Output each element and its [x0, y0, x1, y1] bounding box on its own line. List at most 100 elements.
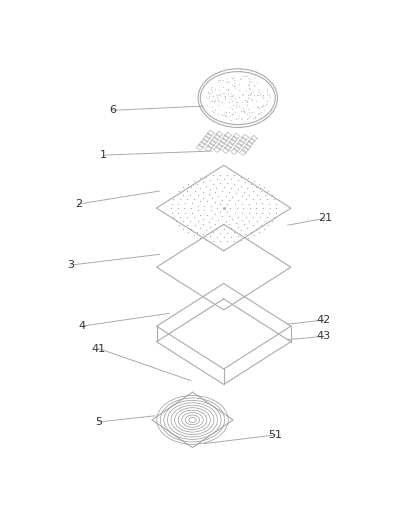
Point: [237, 75, 243, 84]
Point: [210, 108, 217, 116]
Point: [225, 90, 232, 99]
Point: [205, 94, 211, 102]
Point: [249, 108, 255, 116]
Point: [222, 92, 229, 101]
Point: [256, 86, 262, 95]
Point: [242, 72, 248, 80]
Point: [245, 90, 252, 99]
Point: [207, 89, 214, 97]
Point: [266, 90, 272, 99]
Point: [233, 98, 239, 107]
Point: [238, 107, 244, 115]
Point: [226, 108, 232, 116]
Point: [240, 71, 246, 80]
Point: [239, 90, 246, 98]
Point: [251, 80, 257, 89]
Point: [244, 90, 251, 99]
Point: [229, 97, 235, 105]
Point: [224, 77, 231, 85]
Point: [264, 97, 270, 106]
Point: [233, 115, 239, 123]
Point: [233, 101, 239, 110]
Point: [246, 76, 253, 85]
Point: [245, 83, 252, 92]
Point: [204, 101, 210, 109]
Point: [205, 88, 211, 97]
Point: [238, 107, 245, 115]
Point: [214, 101, 221, 110]
Point: [212, 85, 218, 94]
Point: [256, 89, 263, 98]
Point: [267, 93, 273, 101]
Point: [230, 90, 237, 99]
Point: [208, 87, 215, 95]
Point: [254, 103, 261, 111]
Point: [232, 81, 239, 90]
Point: [259, 102, 265, 110]
Point: [247, 75, 253, 83]
Point: [229, 92, 235, 100]
Point: [223, 78, 229, 86]
Point: [245, 94, 251, 102]
Point: [225, 90, 231, 98]
Point: [248, 94, 254, 103]
Point: [258, 108, 265, 116]
Point: [250, 114, 256, 122]
Point: [245, 94, 251, 102]
Point: [211, 97, 217, 106]
Point: [262, 101, 268, 109]
Point: [215, 78, 222, 86]
Point: [229, 110, 235, 118]
Point: [248, 78, 255, 86]
Point: [255, 91, 261, 99]
Text: 2: 2: [75, 199, 82, 209]
Point: [229, 105, 235, 114]
Point: [236, 111, 243, 119]
Point: [243, 98, 250, 106]
Point: [240, 107, 247, 116]
Point: [255, 110, 261, 118]
Point: [260, 91, 266, 99]
Point: [258, 102, 265, 111]
Point: [247, 90, 253, 99]
Text: 5: 5: [95, 417, 102, 427]
Point: [229, 74, 235, 82]
Point: [243, 115, 250, 123]
Point: [231, 72, 237, 80]
Point: [204, 88, 211, 97]
Point: [215, 89, 222, 98]
Point: [231, 79, 237, 88]
Point: [222, 111, 228, 119]
Point: [215, 110, 222, 118]
Point: [256, 104, 262, 112]
Point: [229, 81, 235, 89]
Point: [208, 85, 215, 93]
Point: [251, 82, 257, 90]
Point: [230, 74, 236, 83]
Point: [246, 80, 252, 88]
Point: [221, 112, 228, 120]
Point: [248, 89, 254, 98]
Point: [260, 101, 266, 110]
Text: 3: 3: [67, 260, 74, 270]
Point: [210, 92, 216, 100]
Point: [244, 72, 250, 80]
Point: [222, 95, 229, 104]
Point: [253, 97, 259, 105]
Point: [249, 87, 256, 95]
Point: [214, 76, 221, 85]
Point: [227, 95, 234, 104]
Point: [230, 110, 237, 118]
Point: [220, 76, 226, 84]
Point: [232, 108, 238, 116]
Point: [255, 103, 261, 111]
Point: [240, 104, 246, 112]
Point: [209, 107, 215, 115]
Point: [245, 81, 251, 89]
Point: [224, 74, 230, 83]
Point: [241, 107, 247, 116]
Point: [240, 106, 246, 114]
Point: [246, 85, 253, 93]
Point: [264, 87, 270, 95]
Point: [202, 93, 209, 101]
